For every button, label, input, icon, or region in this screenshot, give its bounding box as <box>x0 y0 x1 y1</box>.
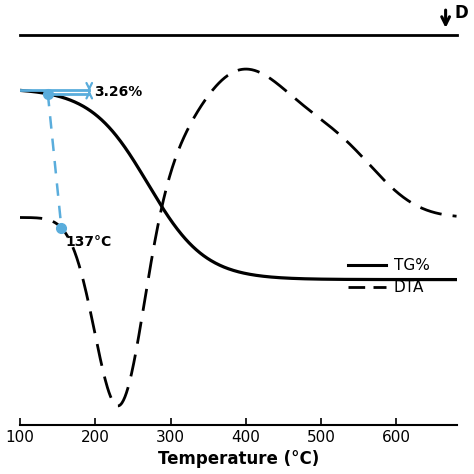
Legend: TG%, DTA: TG%, DTA <box>342 252 436 301</box>
X-axis label: Temperature (°C): Temperature (°C) <box>158 450 319 468</box>
Text: 137°C: 137°C <box>65 236 111 249</box>
Text: 3.26%: 3.26% <box>94 85 142 99</box>
Text: D: D <box>455 4 468 22</box>
